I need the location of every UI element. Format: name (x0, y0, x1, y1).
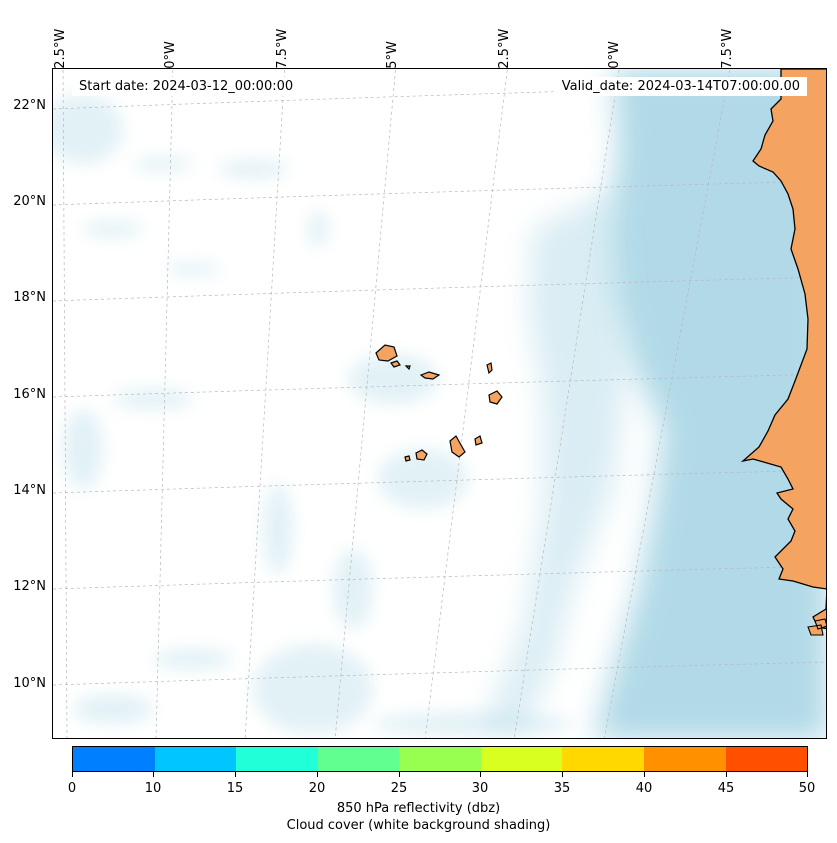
island-fogo (415, 449, 428, 461)
lat-label-18n: 18°N (13, 290, 46, 305)
lat-label-14n: 14°N (13, 483, 46, 498)
island-sao-vicente (390, 360, 401, 368)
cape-verde-islands (375, 344, 503, 462)
colorbar-segment (643, 747, 726, 771)
cloud-patch (333, 549, 373, 629)
colorbar-tick-label: 20 (308, 781, 326, 796)
colorbar-segment (480, 747, 563, 771)
cloud-band-east (593, 69, 826, 738)
lat-label-12n: 12°N (13, 579, 46, 594)
cloud-patch (73, 694, 153, 724)
colorbar-segment (317, 747, 400, 771)
colorbar-tick-label: 0 (67, 781, 77, 796)
cloud-patch (308, 211, 328, 247)
cloud-band-transition (483, 189, 628, 729)
colorbar-subtitle: Cloud cover (white background shading) (286, 818, 551, 833)
island-santa-luzia (404, 365, 411, 371)
bijagos-islands (807, 618, 826, 636)
cloud-patch (348, 354, 438, 404)
colorbar-tick-label: 35 (553, 781, 571, 796)
island-sao-nicolau (419, 371, 441, 380)
map-panel[interactable]: Start date: 2024-03-12_00:00:00 Valid_da… (52, 68, 827, 739)
colorbar-segment (399, 747, 481, 771)
map-canvas (53, 69, 826, 738)
lat-label-10n: 10°N (13, 676, 46, 691)
island-sal (486, 362, 493, 375)
island-santiago (449, 435, 466, 458)
valid-date-label: Valid_date: 2024-03-14T07:00:00.00 (554, 77, 807, 96)
cloud-patch (53, 94, 123, 164)
colorbar-tick-label: 10 (144, 781, 162, 796)
colorbar-segment (725, 747, 808, 771)
cloud-patch (373, 712, 573, 736)
colorbar-tick-label: 15 (226, 781, 244, 796)
lat-label-20n: 20°N (13, 194, 46, 209)
cloud-patch (153, 649, 233, 669)
cloud-patch (113, 389, 193, 409)
cloud-cover-layer (53, 69, 826, 738)
cloud-patch (133, 157, 193, 171)
lat-label-22n: 22°N (13, 98, 46, 113)
cloud-patch (263, 484, 293, 574)
cloud-patch (165, 263, 221, 275)
island-santo-antao (375, 344, 398, 362)
colorbar-tick-label: 25 (390, 781, 408, 796)
cloud-patch (378, 449, 468, 509)
colorbar-tick-label: 45 (717, 781, 735, 796)
colorbar-tick-label: 40 (635, 781, 653, 796)
colorbar-segment (154, 747, 237, 771)
colorbar-tick-label: 50 (798, 781, 816, 796)
cloud-patch (218, 160, 288, 178)
cloud-patch (83, 221, 143, 237)
lat-label-16n: 16°N (13, 387, 46, 402)
start-date-label: Start date: 2024-03-12_00:00:00 (72, 77, 301, 96)
africa-coastline (740, 69, 826, 630)
island-brava (404, 455, 411, 462)
colorbar-segment (236, 747, 318, 771)
island-boa-vista (488, 390, 503, 405)
colorbar-segment (562, 747, 644, 771)
graticule (53, 69, 826, 738)
cloud-patch (63, 409, 103, 489)
colorbar-title: 850 hPa reflectivity (dbz) (336, 801, 501, 816)
island-maio (474, 435, 483, 446)
cloud-patch (253, 644, 373, 734)
colorbar-tick-label: 30 (471, 781, 489, 796)
colorbar-segment (73, 747, 155, 771)
reflectivity-colorbar (72, 746, 808, 772)
